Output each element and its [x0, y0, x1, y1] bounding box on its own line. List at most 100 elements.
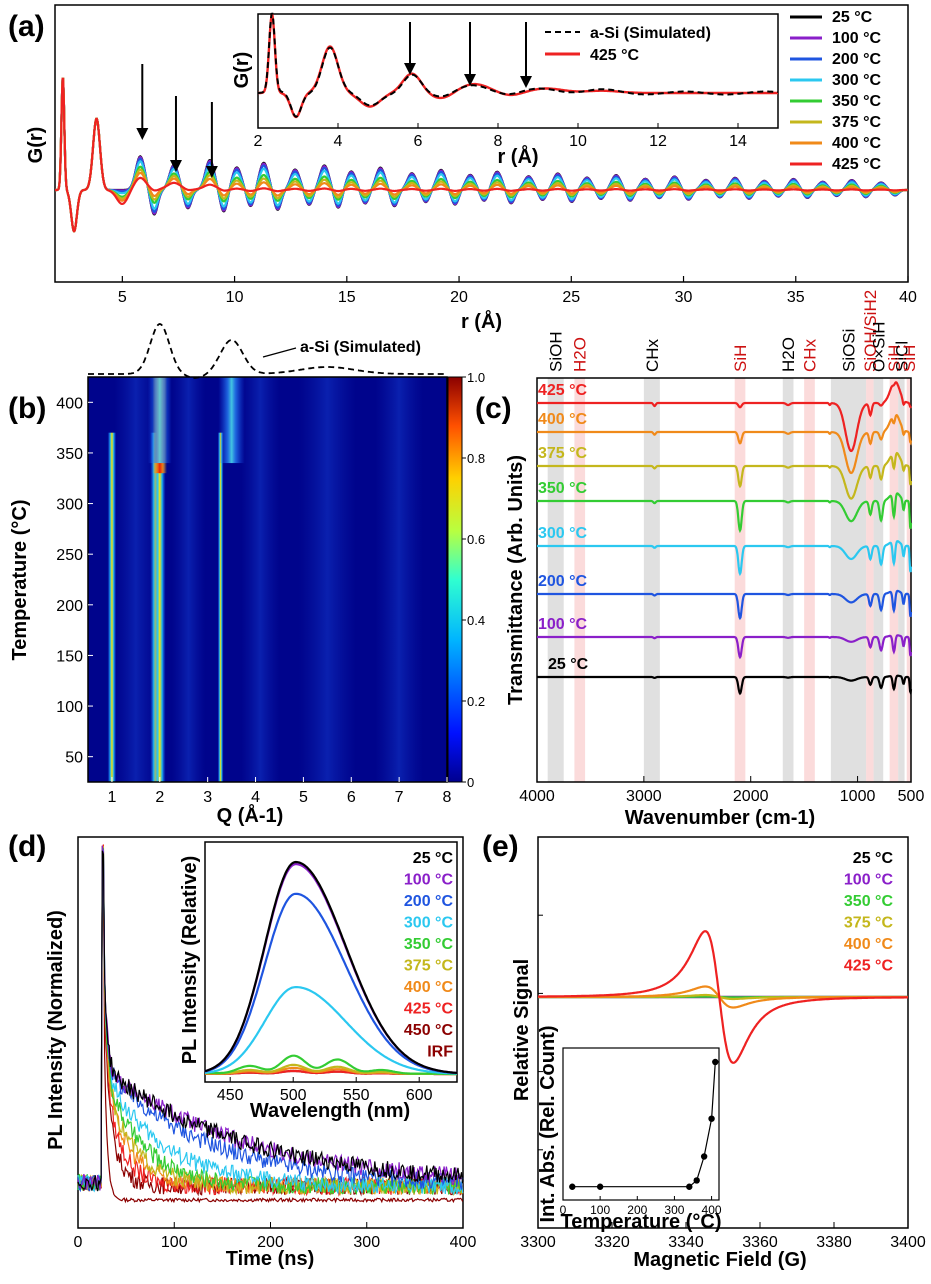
pl-spectrum-25 [204, 860, 458, 1074]
legend-label-d: IRF [427, 1044, 453, 1061]
xtick-label-e: 3300 [520, 1234, 556, 1251]
inset-xtick-label-a: 6 [414, 133, 423, 150]
inset-arrowhead-a-2 [520, 76, 532, 88]
inset-point-e [693, 1177, 700, 1184]
xtick-label-c: 4000 [519, 788, 555, 805]
xtick-label-b: 7 [395, 789, 404, 806]
inset-xtick-label-a: 2 [254, 133, 263, 150]
ytick-label-b: 250 [56, 547, 83, 564]
ftir-series-label: 400 °C [538, 411, 588, 428]
plot-frame-a [54, 4, 909, 283]
panel-label-c: (c) [475, 392, 512, 425]
legend-label-d: 100 °C [404, 872, 454, 889]
xlabel-b: Q (Å-1) [217, 803, 284, 827]
xtick-label-b: 5 [299, 789, 308, 806]
ftir-series-label: 350 °C [538, 480, 588, 497]
xtick-label-c: 2000 [733, 788, 769, 805]
legend-label-d: 200 °C [404, 893, 454, 910]
xtick-label-d: 100 [161, 1234, 188, 1251]
inset-xtick-label-a: 14 [729, 133, 747, 150]
legend-label-a: 375 °C [832, 114, 882, 131]
band-4 [782, 378, 794, 782]
panel-label-d: (d) [8, 830, 46, 863]
legend-label-a: 400 °C [832, 135, 882, 152]
pl-spectrum-300 [204, 986, 457, 1075]
arrowhead-a-2 [205, 166, 218, 178]
xtick-label-e: 3360 [742, 1234, 778, 1251]
band-5 [804, 378, 815, 782]
inset-ylabel-a: G(r) [231, 52, 253, 89]
ftir-line-100 [537, 634, 913, 660]
xtick-label-b: 6 [347, 789, 356, 806]
inset-point-e [712, 1058, 719, 1066]
inset-xlabel-e: Temperature (°C) [561, 1211, 722, 1233]
band-2 [643, 378, 660, 782]
band-10 [898, 378, 905, 782]
inset-xtick-label-a: 8 [494, 133, 503, 150]
ytick-label-b: 100 [56, 699, 83, 716]
legend-label-d: 375 °C [404, 958, 454, 975]
ftir-line-375 [537, 451, 913, 500]
ytick-label-b: 300 [56, 497, 83, 514]
band-11 [906, 378, 911, 782]
colorbar-tick-label: 0.4 [467, 613, 485, 628]
xtick-label-b: 3 [203, 789, 212, 806]
inset-xtick-label-a: 12 [649, 133, 667, 150]
ftir-series-label: 375 °C [538, 445, 588, 462]
band-label: SiH [900, 345, 919, 372]
inset-line-simulated [257, 12, 779, 118]
xtick-label-e: 3340 [668, 1234, 704, 1251]
xtick-label-e: 3400 [890, 1234, 926, 1251]
inset-xlabel-a: r (Å) [497, 144, 538, 168]
inset-xtick-label-a: 10 [569, 133, 587, 150]
heatmap-band-soft-3 [298, 377, 357, 782]
xtick-label-b: 4 [251, 789, 260, 806]
ytick-label-b: 150 [56, 648, 83, 665]
inset-xtick-label-d: 500 [280, 1087, 307, 1104]
band-label: SiOSi [839, 329, 858, 372]
legend-label-d: 350 °C [404, 936, 454, 953]
legend-label-a: 100 °C [832, 30, 882, 47]
simulated-profile-label: a-Si (Simulated) [300, 339, 421, 356]
xtick-label-b: 1 [107, 789, 116, 806]
panel-d: 0 100 200 300 400 Time (ns) PL Intensity (Norm… [45, 836, 476, 1270]
legend-label-d: 25 °C [413, 850, 454, 867]
colorbar-tick-label: 0 [467, 775, 474, 790]
pl-spectrum-200 [204, 892, 458, 1075]
inset-xtick-label-e: 200 [627, 1203, 647, 1217]
inset-point-e [700, 1153, 708, 1160]
panel-label-b: (b) [8, 392, 46, 425]
inset-xtick-label-e: 400 [702, 1203, 722, 1217]
inset-xtick-label-d: 550 [343, 1087, 370, 1104]
gr-line-425 [55, 77, 908, 233]
band-label: SiCl [892, 341, 911, 372]
xtick-label-d: 200 [257, 1234, 284, 1251]
band-label: CHx [800, 338, 819, 372]
heatmap-main-peak [154, 377, 166, 782]
band-9 [889, 378, 899, 782]
simulated-profile-line [88, 323, 447, 379]
xtick-label-a: 30 [675, 289, 693, 306]
xtick-label-d: 0 [74, 1234, 83, 1251]
heatmap-band-soft-2 [241, 377, 280, 782]
panel-label-e: (e) [482, 830, 519, 863]
panel-b: 1 2 3 4 5 6 7 8 50 100 150 200 250 300 350 400 Q (Å-1) Te… [9, 323, 485, 827]
ftir-series-label: 300 °C [538, 525, 588, 542]
band-label: SiOH/SiH2 [861, 290, 880, 372]
xtick-label-a: 5 [118, 289, 127, 306]
heatmap-amorphous-peak-0 [147, 377, 172, 464]
ftir-line-425 [537, 381, 912, 453]
panel-a: 5 10 15 20 25 30 35 40 r (Å) G(r) 25 °C 100 °C 200 °… [25, 4, 917, 333]
colorbar-tick-label: 0.8 [467, 451, 485, 466]
ftir-line-200 [537, 589, 913, 621]
xtick-label-a: 20 [450, 289, 468, 306]
panel-label-a: (a) [8, 10, 45, 43]
band-label: H2O [779, 337, 798, 372]
band-1 [574, 378, 586, 782]
xtick-label-c: 1000 [840, 788, 876, 805]
legend-label-a: 425 °C [832, 156, 882, 173]
xtick-label-a: 10 [226, 289, 244, 306]
ftir-series-label: 100 °C [538, 616, 588, 633]
legend-label-e: 425 °C [844, 958, 894, 975]
ftir-line-25 [537, 674, 913, 697]
